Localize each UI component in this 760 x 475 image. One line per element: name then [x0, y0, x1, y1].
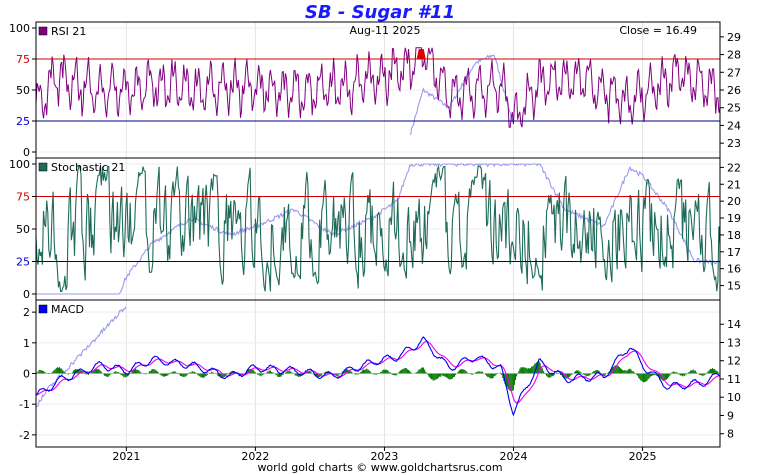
right-tick-label: 12	[727, 355, 741, 368]
right-tick-label: 10	[727, 391, 741, 404]
legend-swatch	[38, 162, 48, 172]
left-tick-label: 0	[23, 146, 30, 159]
left-tick-label: 50	[16, 223, 30, 236]
stochastic-line	[35, 164, 721, 292]
right-tick-label: 13	[727, 336, 741, 349]
right-tick-label: 27	[727, 66, 741, 79]
left-tick-label: 50	[16, 84, 30, 97]
chart-date: Aug-11 2025	[350, 24, 421, 37]
macd-line	[35, 336, 721, 417]
legend-swatch	[38, 304, 48, 314]
footer-credit: world gold charts © www.goldchartsrus.co…	[257, 461, 503, 474]
right-tick-label: 29	[727, 31, 741, 44]
close-value: Close = 16.49	[619, 24, 697, 37]
left-tick-label: 25	[16, 256, 30, 269]
right-tick-label: 9	[727, 409, 734, 422]
left-tick-label: 0	[23, 288, 30, 301]
left-tick-label: 25	[16, 115, 30, 128]
right-tick-label: 20	[727, 195, 741, 208]
legend-swatch	[38, 26, 48, 36]
legend-label: MACD	[51, 303, 84, 316]
right-tick-label: 26	[727, 84, 741, 97]
left-tick-label: 75	[16, 191, 30, 204]
legend-label: RSI 21	[51, 25, 86, 38]
left-tick-label: 75	[16, 53, 30, 66]
left-tick-label: 100	[9, 22, 30, 35]
right-tick-label: 8	[727, 428, 734, 441]
right-tick-label: 11	[727, 373, 741, 386]
price-overlay-line	[410, 54, 514, 136]
left-tick-label: 1	[23, 337, 30, 350]
left-tick-label: -2	[19, 429, 30, 442]
left-tick-label: 2	[23, 306, 30, 319]
chart-title: SB - Sugar #11	[304, 2, 456, 23]
x-tick-label: 2025	[629, 450, 657, 463]
x-tick-label: 2023	[370, 450, 398, 463]
right-tick-label: 18	[727, 229, 741, 242]
rsi-line	[35, 47, 721, 128]
right-tick-label: 14	[727, 318, 741, 331]
price-overlay-line	[35, 306, 127, 408]
rsi-overbought-fill	[416, 49, 426, 59]
legend-label: Stochastic 21	[51, 161, 125, 174]
right-tick-label: 16	[727, 263, 741, 276]
right-tick-label: 23	[727, 137, 741, 150]
x-tick-label: 2021	[112, 450, 140, 463]
panel-border	[35, 299, 721, 448]
right-tick-label: 17	[727, 246, 741, 259]
right-tick-label: 21	[727, 178, 741, 191]
x-tick-label: 2024	[500, 450, 528, 463]
right-tick-label: 25	[727, 102, 741, 115]
left-tick-label: 100	[9, 158, 30, 171]
right-tick-label: 28	[727, 49, 741, 62]
right-tick-label: 24	[727, 119, 741, 132]
right-tick-label: 15	[727, 280, 741, 293]
left-tick-label: 0	[23, 368, 30, 381]
left-tick-label: -1	[19, 398, 30, 411]
x-tick-label: 2022	[241, 450, 269, 463]
right-tick-label: 19	[727, 212, 741, 225]
right-tick-label: 22	[727, 161, 741, 174]
